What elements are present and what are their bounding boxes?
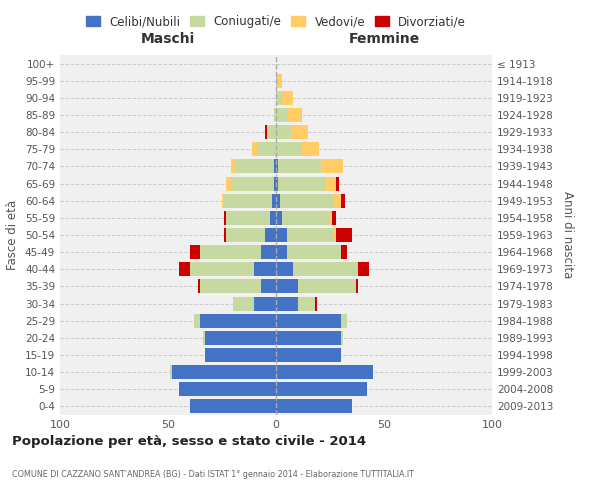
Bar: [190, 245, 200, 259]
Bar: [276, 228, 287, 242]
Bar: [293, 262, 358, 276]
Bar: [276, 74, 278, 88]
Bar: [226, 176, 230, 190]
Bar: [341, 194, 345, 207]
Legend: Celibi/Nubili, Coniugati/e, Vedovi/e, Divorziati/e: Celibi/Nubili, Coniugati/e, Vedovi/e, Di…: [81, 10, 471, 33]
Bar: [235, 160, 274, 173]
Bar: [276, 160, 278, 173]
Bar: [341, 314, 347, 328]
Bar: [298, 280, 356, 293]
Bar: [276, 348, 341, 362]
Bar: [276, 314, 341, 328]
Bar: [276, 194, 280, 207]
Bar: [265, 228, 276, 242]
Bar: [334, 194, 341, 207]
Bar: [224, 211, 226, 225]
Bar: [200, 314, 276, 328]
Bar: [276, 296, 298, 310]
Bar: [274, 108, 276, 122]
Bar: [330, 211, 332, 225]
Bar: [287, 245, 341, 259]
Bar: [226, 228, 265, 242]
Bar: [194, 314, 200, 328]
Bar: [269, 211, 276, 225]
Bar: [326, 176, 337, 190]
Bar: [274, 176, 276, 190]
Bar: [205, 331, 276, 345]
Bar: [334, 228, 337, 242]
Bar: [287, 228, 334, 242]
Bar: [276, 400, 352, 413]
Bar: [254, 262, 276, 276]
Bar: [276, 125, 291, 139]
Bar: [337, 228, 352, 242]
Bar: [337, 176, 338, 190]
Bar: [261, 280, 276, 293]
Bar: [341, 245, 347, 259]
Bar: [278, 176, 326, 190]
Bar: [230, 160, 235, 173]
Bar: [283, 211, 330, 225]
Bar: [172, 365, 276, 379]
Bar: [265, 125, 268, 139]
Bar: [224, 228, 226, 242]
Bar: [278, 74, 283, 88]
Bar: [272, 194, 276, 207]
Bar: [276, 280, 298, 293]
Bar: [233, 296, 254, 310]
Bar: [358, 262, 369, 276]
Bar: [315, 296, 317, 310]
Bar: [332, 211, 337, 225]
Bar: [356, 280, 358, 293]
Bar: [276, 91, 283, 105]
Bar: [322, 160, 343, 173]
Bar: [302, 142, 319, 156]
Bar: [276, 262, 293, 276]
Text: COMUNE DI CAZZANO SANT'ANDREA (BG) - Dati ISTAT 1° gennaio 2014 - Elaborazione T: COMUNE DI CAZZANO SANT'ANDREA (BG) - Dat…: [12, 470, 414, 479]
Bar: [254, 296, 276, 310]
Bar: [190, 262, 254, 276]
Bar: [283, 91, 293, 105]
Bar: [276, 211, 283, 225]
Bar: [170, 365, 172, 379]
Bar: [278, 160, 322, 173]
Bar: [341, 331, 343, 345]
Bar: [224, 194, 272, 207]
Bar: [276, 108, 287, 122]
Bar: [276, 245, 287, 259]
Y-axis label: Anni di nascita: Anni di nascita: [562, 192, 574, 278]
Bar: [261, 245, 276, 259]
Bar: [291, 125, 308, 139]
Bar: [205, 348, 276, 362]
Y-axis label: Fasce di età: Fasce di età: [7, 200, 19, 270]
Bar: [276, 176, 278, 190]
Bar: [200, 245, 261, 259]
Bar: [280, 194, 334, 207]
Bar: [298, 296, 315, 310]
Bar: [276, 382, 367, 396]
Bar: [198, 280, 200, 293]
Text: Maschi: Maschi: [141, 32, 195, 46]
Bar: [179, 262, 190, 276]
Bar: [257, 142, 276, 156]
Bar: [276, 365, 373, 379]
Bar: [276, 331, 341, 345]
Bar: [179, 382, 276, 396]
Bar: [252, 142, 257, 156]
Bar: [203, 331, 205, 345]
Bar: [268, 125, 276, 139]
Bar: [226, 211, 269, 225]
Bar: [200, 280, 261, 293]
Bar: [230, 176, 274, 190]
Bar: [222, 194, 224, 207]
Bar: [274, 160, 276, 173]
Text: Femmine: Femmine: [349, 32, 419, 46]
Bar: [276, 142, 302, 156]
Text: Popolazione per età, sesso e stato civile - 2014: Popolazione per età, sesso e stato civil…: [12, 435, 366, 448]
Bar: [287, 108, 302, 122]
Bar: [190, 400, 276, 413]
